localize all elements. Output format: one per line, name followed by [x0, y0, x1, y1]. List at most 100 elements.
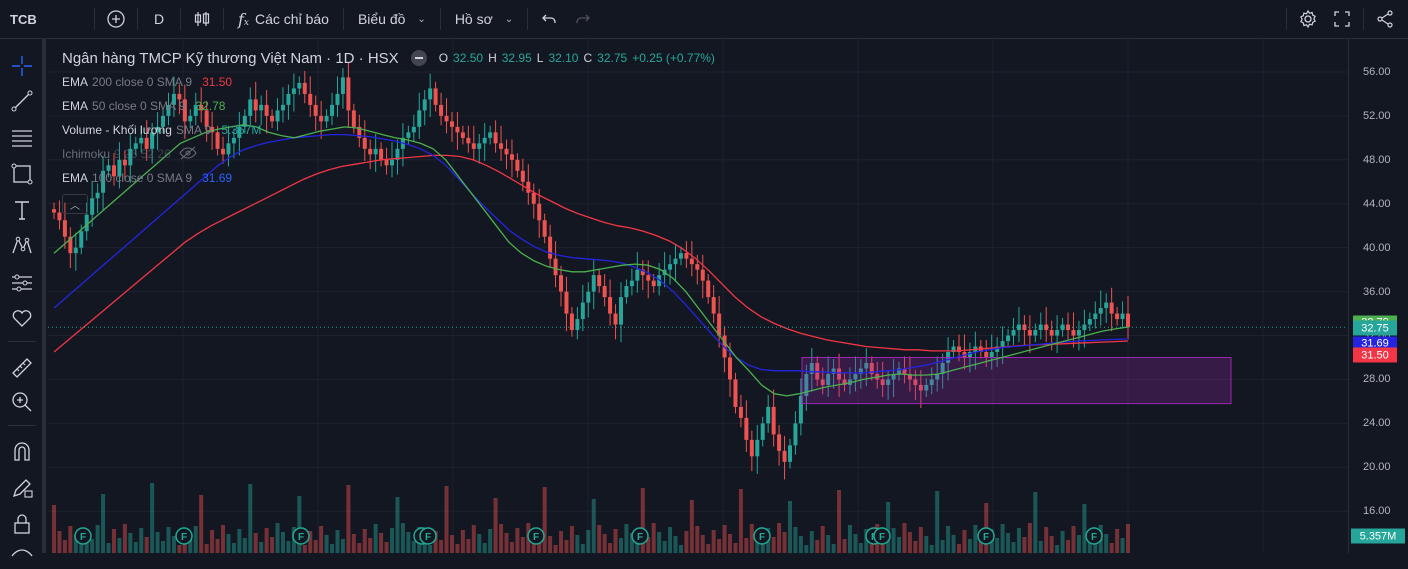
pattern-tool-icon[interactable]	[9, 233, 35, 259]
volume-bar	[684, 531, 689, 553]
candle-body	[221, 148, 226, 155]
fullscreen-icon[interactable]	[1325, 0, 1359, 38]
candle-body	[728, 357, 733, 380]
volume-bar	[111, 529, 116, 553]
candle-body	[477, 143, 482, 149]
volume-bar	[695, 526, 700, 553]
candle-body	[711, 297, 716, 314]
volume-bar	[1016, 528, 1021, 553]
price-chart[interactable]: FFFFFFFFFFFF	[48, 39, 1348, 553]
volume-bar	[493, 498, 498, 553]
volume-bar	[106, 543, 111, 553]
candle-body	[695, 264, 700, 270]
candle-body	[84, 214, 89, 232]
candle-body	[553, 258, 558, 276]
high-value: 32.95	[501, 51, 532, 65]
volume-bar	[302, 545, 307, 553]
chart-menu-button[interactable]: Biểu đồ ⌄	[348, 0, 436, 38]
financial-report-marker[interactable]: F	[292, 527, 310, 545]
collapse-legend-icon[interactable]: ︿	[62, 194, 88, 214]
volume-bar	[330, 544, 335, 553]
financial-report-marker[interactable]: F	[977, 527, 995, 545]
candle-body	[1087, 319, 1092, 325]
financial-report-marker[interactable]: F	[74, 527, 92, 545]
candle-body	[929, 379, 934, 385]
zoom-in-icon[interactable]	[9, 389, 35, 415]
forecast-tool-icon[interactable]	[9, 270, 35, 296]
candle-body	[90, 198, 95, 215]
eye-icon[interactable]	[9, 543, 35, 569]
financial-report-marker[interactable]: F	[419, 527, 437, 545]
candle-body	[624, 286, 629, 298]
add-symbol-icon[interactable]	[99, 0, 133, 38]
share-icon[interactable]	[1368, 0, 1402, 38]
volume-bar	[1027, 523, 1032, 553]
candle-body	[907, 373, 912, 380]
volume-bar	[395, 497, 400, 553]
indicator-volume[interactable]: Volume - Khối lượng SMA 9 5.357M	[62, 118, 715, 142]
text-tool-icon[interactable]	[9, 197, 35, 223]
indicator-ichimoku[interactable]: Ichimoku 9 26 52 26	[62, 142, 715, 166]
profile-menu-button[interactable]: Hồ sơ ⌄	[445, 0, 523, 38]
candle-body	[324, 115, 329, 122]
candle-body	[253, 99, 258, 111]
indicators-button[interactable]: fx Các chỉ báo	[228, 0, 339, 38]
volume-bar	[1082, 504, 1087, 553]
trend-line-icon[interactable]	[9, 88, 35, 114]
interval-button[interactable]: D	[153, 11, 165, 27]
candle-body	[891, 373, 896, 380]
undo-icon[interactable]	[532, 0, 566, 38]
financial-report-marker[interactable]: F	[1085, 527, 1103, 545]
volume-bar	[193, 526, 198, 553]
volume-bar	[733, 543, 738, 553]
chart-title: Ngân hàng TMCP Kỹ thương Việt Nam · 1D ·…	[62, 49, 399, 67]
symbol-search[interactable]: TCB	[10, 11, 37, 27]
volume-bar	[171, 536, 176, 553]
marker-label: F	[879, 532, 885, 543]
volume-bar	[897, 537, 902, 553]
volume-bar	[1000, 524, 1005, 553]
indicator-name: Ichimoku	[62, 147, 111, 161]
price-axis[interactable]: 56.0052.0048.0044.0040.0036.0032.0028.00…	[1348, 39, 1408, 553]
ruler-icon[interactable]	[9, 355, 35, 381]
volume-bar	[624, 524, 629, 553]
indicator-ema100[interactable]: EMA 100 close 0 SMA 9 31.69	[62, 166, 715, 190]
volume-bar	[537, 541, 542, 553]
volume-bar	[499, 524, 504, 553]
candle-body	[798, 395, 803, 424]
candle-body	[640, 269, 645, 276]
volume-bar	[559, 531, 564, 553]
crosshair-icon[interactable]	[9, 53, 35, 79]
fib-lines-icon[interactable]	[9, 125, 35, 151]
minimize-icon[interactable]	[410, 50, 427, 66]
hidden-eye-icon[interactable]	[179, 146, 197, 163]
candle-body	[286, 93, 291, 105]
indicator-ema50[interactable]: EMA 50 close 0 SMA 9 32.78	[62, 94, 715, 118]
volume-bar	[280, 532, 285, 553]
volume-bar	[466, 539, 471, 553]
rectangle-shape-icon[interactable]	[9, 161, 35, 187]
financial-report-marker[interactable]: F	[175, 527, 193, 545]
candle-body	[248, 99, 253, 116]
volume-bar	[253, 533, 258, 553]
financial-report-marker[interactable]: F	[631, 527, 649, 545]
pencil-lock-icon[interactable]	[9, 475, 35, 501]
indicator-ema200[interactable]: EMA 200 close 0 SMA 9 31.50	[62, 70, 715, 94]
volume-bar	[1033, 492, 1038, 553]
settings-gear-icon[interactable]	[1291, 0, 1325, 38]
heart-icon[interactable]	[9, 305, 35, 331]
financial-report-marker[interactable]: F	[873, 527, 891, 545]
candle-style-icon[interactable]	[185, 0, 219, 38]
lock-icon[interactable]	[9, 511, 35, 537]
redo-icon[interactable]	[566, 0, 600, 38]
candle-body	[351, 110, 356, 127]
volume-bar	[226, 534, 231, 553]
candle-body	[1006, 335, 1011, 342]
financial-report-marker[interactable]: F	[753, 527, 771, 545]
volume-bar	[782, 532, 787, 553]
magnet-icon[interactable]	[9, 439, 35, 465]
volume-bar	[1109, 543, 1114, 553]
financial-report-marker[interactable]: F	[527, 527, 545, 545]
candle-body	[1060, 324, 1065, 331]
candle-body	[199, 104, 204, 111]
